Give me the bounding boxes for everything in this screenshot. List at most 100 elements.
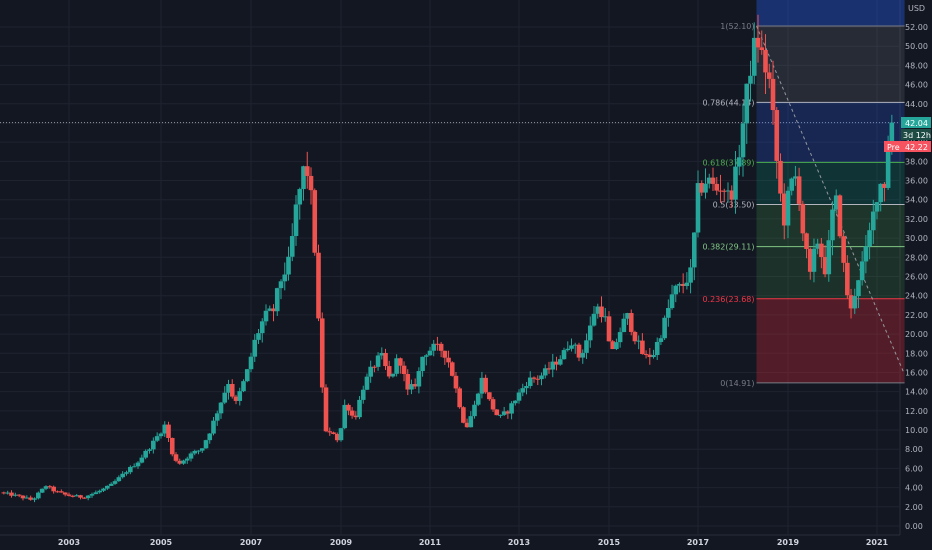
candle-body <box>229 384 235 397</box>
candle-body <box>531 377 537 379</box>
last-price-badge <box>901 117 931 128</box>
fib-level-label: 0.786(44.14) <box>702 98 754 107</box>
candle-body <box>874 202 880 212</box>
candle-body <box>192 450 198 454</box>
candle-body <box>338 428 344 441</box>
candle-body <box>554 361 559 365</box>
candle-body <box>120 473 125 478</box>
candle-body <box>509 403 514 414</box>
candle-body <box>256 333 261 340</box>
candle-body <box>416 371 422 387</box>
candle-body <box>807 248 813 272</box>
candle-body <box>684 282 690 286</box>
y-tick-label: 24.00 <box>905 292 928 301</box>
candle-body <box>691 232 697 268</box>
candle-body <box>651 355 656 358</box>
candle-body <box>128 466 133 473</box>
y-tick-label: 6.00 <box>905 464 923 473</box>
candle-body <box>565 348 571 351</box>
candle-body <box>386 366 392 377</box>
candle-body <box>24 497 30 499</box>
fib-level-label: 0.5(33.50) <box>713 201 755 210</box>
time-axis[interactable]: 2003 2005 2007 2009 2011 2013 2015 2017 2019 2021 <box>58 538 889 547</box>
candle-body <box>479 377 485 394</box>
candle-body <box>658 338 664 342</box>
y-tick-label: 26.00 <box>905 273 928 282</box>
candle-body <box>360 389 366 400</box>
candle-body <box>826 240 832 275</box>
candle-body <box>342 404 348 429</box>
candle-body <box>248 356 254 370</box>
candle-body <box>763 49 768 73</box>
candle-body <box>614 342 619 350</box>
candle-body <box>188 453 194 459</box>
candle-body <box>139 457 145 463</box>
candle-body <box>319 318 325 388</box>
fib-band-top <box>756 0 905 27</box>
candle-body <box>636 340 641 342</box>
candle-body <box>274 288 280 312</box>
candle-body <box>669 294 675 309</box>
candle-body <box>368 366 373 377</box>
candle-body <box>830 209 835 241</box>
candle-body <box>301 166 306 190</box>
candle-body <box>62 492 68 495</box>
candle-body <box>580 352 586 358</box>
candle-body <box>572 344 578 346</box>
candle-body <box>278 281 284 289</box>
candle-body <box>501 411 507 415</box>
candle-body <box>252 339 258 357</box>
candle-body <box>561 350 567 360</box>
candle-body <box>584 340 589 353</box>
candle-body <box>427 350 433 356</box>
candle-body <box>833 195 839 210</box>
candle-body <box>181 460 186 464</box>
candle-body <box>199 448 205 451</box>
candle-body <box>599 306 604 318</box>
y-tick-label: 0.00 <box>905 522 923 531</box>
candle-body <box>793 176 798 179</box>
candle-body <box>520 388 526 393</box>
candle-body <box>1 492 7 494</box>
candle-body <box>166 424 171 438</box>
candle-body <box>51 486 56 492</box>
candle-body <box>688 267 693 283</box>
fib-level-label: 0(14.91) <box>720 379 754 388</box>
candle-body <box>405 374 411 390</box>
candle-body <box>673 285 679 295</box>
countdown-badge <box>901 129 931 140</box>
candle-body <box>431 343 437 351</box>
candle-body <box>666 308 671 318</box>
y-tick-label: 20.00 <box>905 330 928 339</box>
candle-body <box>721 190 727 192</box>
candle-body <box>375 355 381 367</box>
candle-body <box>845 262 850 296</box>
candle-body <box>47 486 53 488</box>
candle-body <box>304 166 310 176</box>
candle-body <box>271 308 276 312</box>
y-tick-label: 10.00 <box>905 426 928 435</box>
candle-body <box>169 437 175 455</box>
candle-body <box>539 375 544 380</box>
candle-body <box>218 402 224 414</box>
y-tick-label: 2.00 <box>905 503 923 512</box>
candle-body <box>390 373 396 377</box>
x-tick-label: 2019 <box>777 538 800 547</box>
candle-body <box>446 357 451 363</box>
candle-body <box>20 495 26 499</box>
fib-level-label: 0.236(23.68) <box>702 295 754 304</box>
y-tick-label: 50.00 <box>905 42 928 51</box>
candle-body <box>449 362 455 376</box>
price-axis[interactable]: USD 52.0050.0048.0046.0044.0042.0040.003… <box>905 4 928 531</box>
candle-body <box>535 378 541 380</box>
candle-body <box>70 495 76 497</box>
candle-body <box>557 359 563 365</box>
candle-body <box>286 256 291 275</box>
fib-level-label: 1(52.10) <box>720 22 754 31</box>
candle-body <box>751 37 757 76</box>
y-tick-label: 22.00 <box>905 311 928 320</box>
candle-body <box>796 176 802 204</box>
y-tick-label: 44.00 <box>905 100 928 109</box>
candle-body <box>93 492 99 495</box>
